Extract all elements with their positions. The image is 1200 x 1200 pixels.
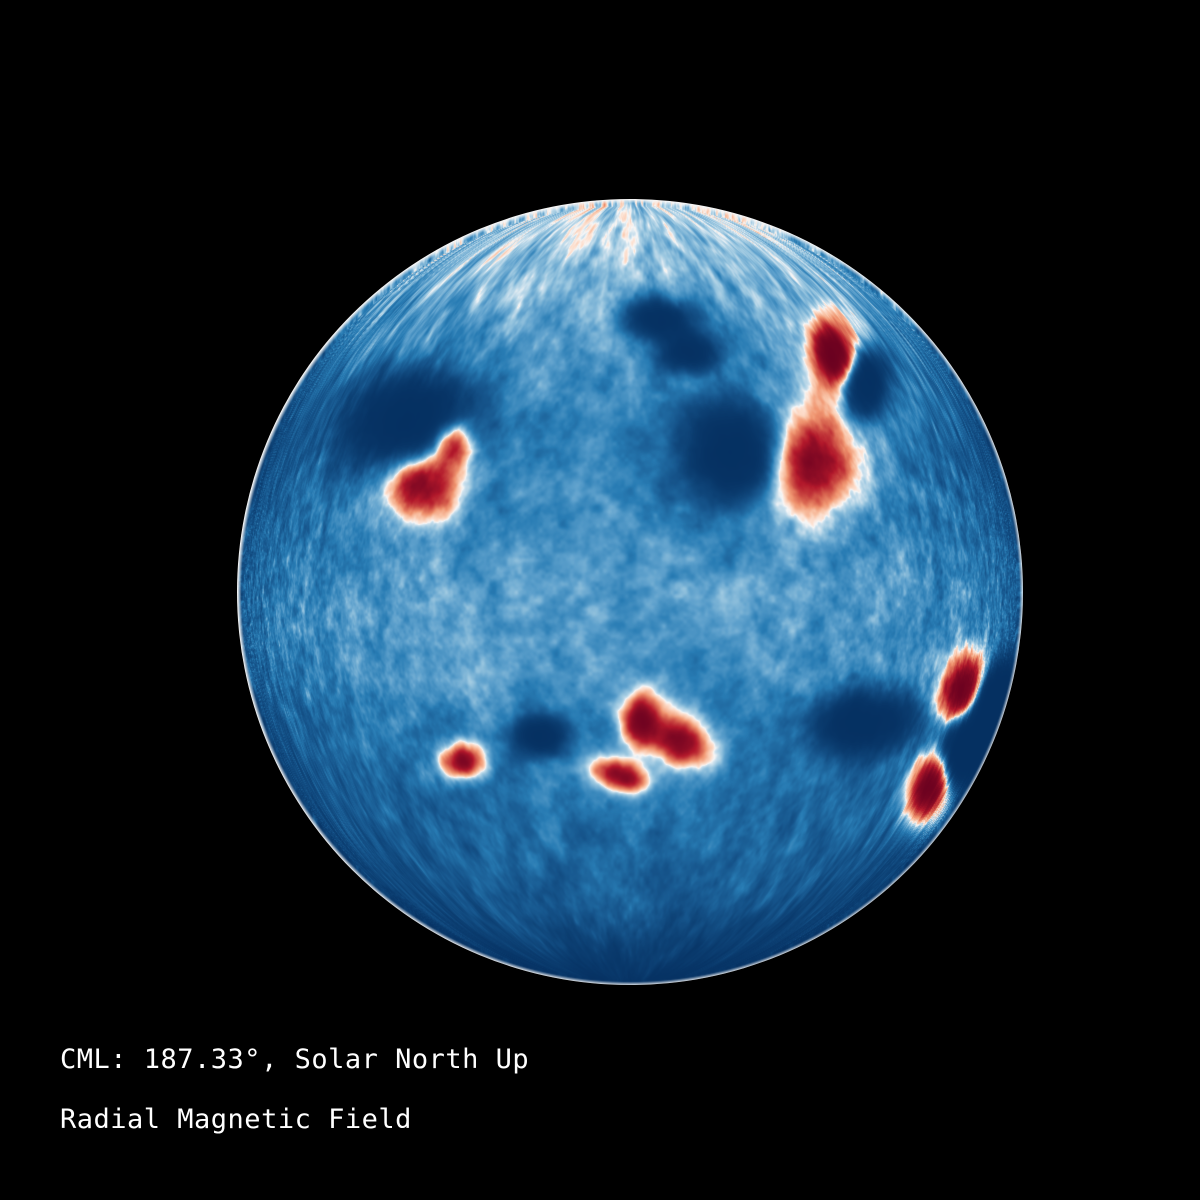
caption-block: CML: 187.33°, Solar North Up Radial Magn… [60, 1046, 1140, 1133]
caption-cml-line: CML: 187.33°, Solar North Up [60, 1044, 530, 1075]
solar-disk [237, 199, 1023, 985]
radial-magnetic-field-heatmap [237, 199, 1023, 985]
caption-quantity-line: Radial Magnetic Field [60, 1104, 412, 1135]
